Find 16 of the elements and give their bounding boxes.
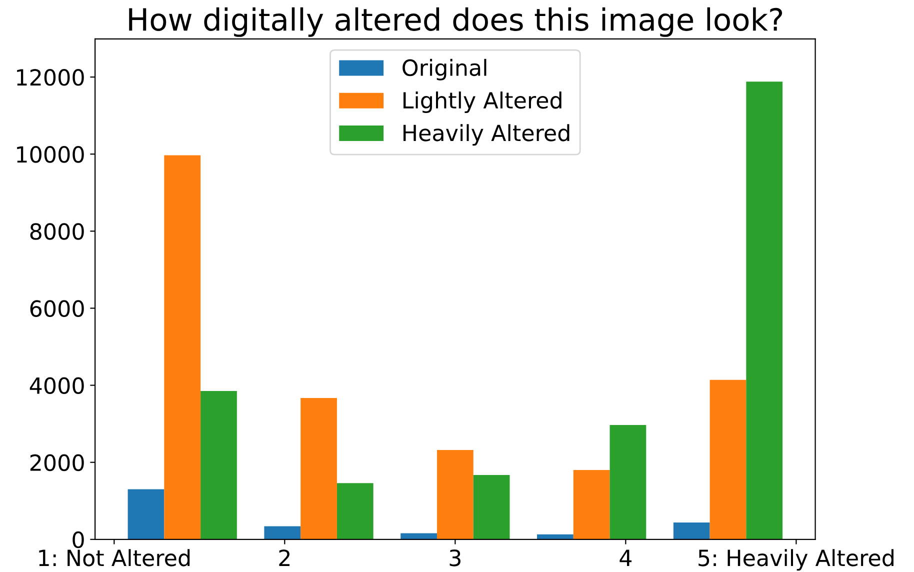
legend-label: Original [402, 58, 486, 80]
y-tick-label: 10000 [17, 146, 84, 163]
x-tick-label: 4 [620, 550, 632, 566]
y-tick-label: 0 [72, 531, 84, 548]
legend-label: Lightly Altered [404, 92, 562, 114]
x-tick-label: 5: Heavily Altered [698, 549, 894, 571]
x-tick-label: 3 [450, 550, 460, 566]
y-tick-label: 4000 [30, 377, 84, 394]
chart-title: How digitally altered does this image look? [129, 7, 782, 37]
x-tick-label: 1: Not Altered [39, 549, 190, 566]
y-tick-label: 6000 [30, 300, 84, 317]
y-tick-label: 12000 [17, 68, 84, 86]
legend-label: Heavily Altered [404, 124, 570, 146]
x-tick-label: 2 [279, 550, 290, 566]
y-tick-label: 2000 [30, 454, 84, 472]
y-tick-label: 8000 [30, 223, 84, 240]
